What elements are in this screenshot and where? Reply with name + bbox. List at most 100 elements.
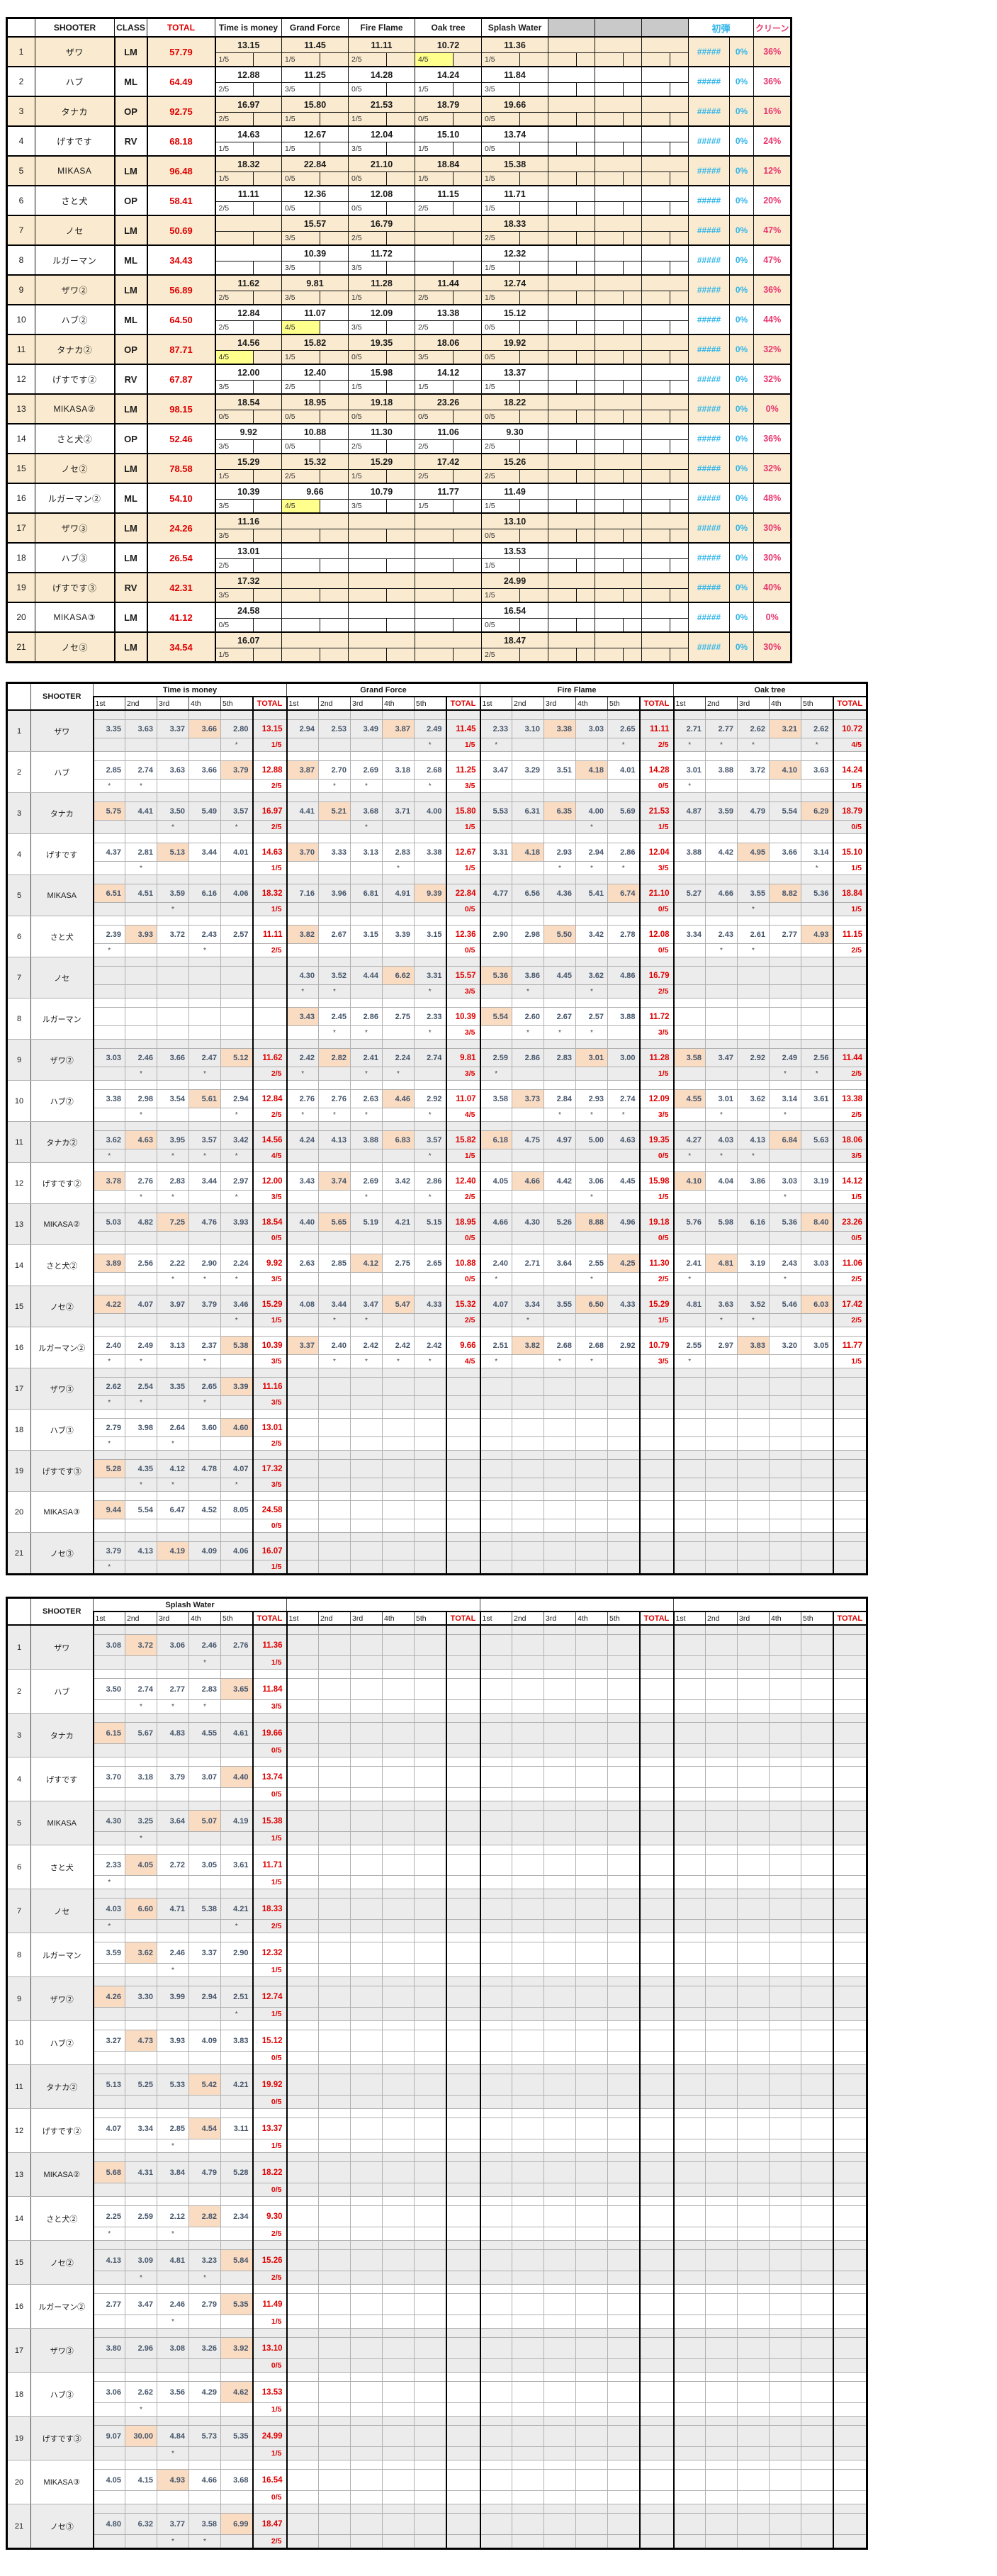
unused-score-cell	[548, 602, 595, 619]
first-shot-star-cell	[414, 1963, 446, 1977]
stage-total-cell	[445, 1898, 481, 1920]
shot-time-cell	[769, 2513, 801, 2535]
unused-frac-cell	[595, 648, 624, 663]
first-shot-star-cell	[318, 1743, 351, 1757]
first-shot-star-cell	[92, 1190, 125, 1204]
spacer-cell	[737, 1801, 770, 1811]
shot-time-cell	[414, 2030, 446, 2052]
spacer-cell	[188, 874, 221, 884]
spacer-cell	[318, 998, 351, 1008]
spacer-cell	[512, 874, 544, 884]
stage-frac-cell: 1/5	[445, 738, 481, 752]
first-shot-star-cell	[769, 2446, 801, 2460]
spacer-cell	[737, 2372, 770, 2382]
shot-time-cell: 2.68	[414, 760, 446, 780]
shot-time-cell	[543, 2469, 576, 2491]
stage-total-cell	[832, 2249, 868, 2271]
spacer-cell	[220, 1757, 253, 1767]
detail-row-9: 9 ザワ②	[6, 1976, 868, 2021]
stage-score-cell: 19.92	[481, 334, 548, 351]
score-sheet: SHOOTER CLASS TOTAL Time is money Grand Forc…	[6, 17, 868, 2571]
shot-time-cell: 4.26	[92, 1986, 125, 2008]
spacer-cell	[543, 2504, 576, 2514]
first-shot-star-cell	[705, 2227, 738, 2241]
spacer-cell	[125, 1669, 157, 1679]
row-number: 7	[6, 215, 35, 246]
first-shot-pct-cell: 0%	[729, 244, 754, 276]
spacer-cell	[220, 2504, 253, 2514]
unused-frac-spare-cell	[670, 82, 689, 97]
spacer-cell	[479, 1162, 512, 1172]
spacer-cell	[252, 1327, 288, 1337]
stage-total-cell: 14.56	[252, 1130, 288, 1149]
shot-time-cell	[479, 1810, 512, 1832]
shot-time-cell	[575, 1459, 608, 1478]
shot-time-cell	[575, 2030, 608, 2052]
first-shot-star-cell	[92, 1743, 125, 1757]
unused-frac-cell	[595, 618, 624, 633]
spacer-cell	[252, 1039, 288, 1049]
shot-time-cell: 4.35	[125, 1459, 157, 1478]
stage-frac-spare-cell	[453, 82, 482, 97]
first-shot-star-cell	[672, 2095, 706, 2109]
spacer-cell	[157, 1203, 189, 1213]
first-shot-star-cell	[737, 2227, 770, 2241]
spacer-cell	[672, 916, 706, 926]
shot-time-cell: 3.63	[705, 1295, 738, 1314]
stage-total-cell	[638, 1377, 675, 1396]
first-shot-pct-cell: 0%	[729, 572, 754, 603]
spacer-cell	[543, 957, 576, 967]
spacer-cell	[188, 916, 221, 926]
col-header-stage-2: Grand Force	[281, 18, 349, 38]
first-shot-overflow-cell: #####	[688, 304, 730, 335]
spacer-cell	[638, 2372, 675, 2382]
spacer-cell	[512, 792, 544, 802]
stage-score-cell: 11.84	[481, 66, 548, 83]
shot-time-cell: 3.73	[512, 1089, 544, 1108]
shot-time-cell: 2.82	[188, 2205, 221, 2227]
spacer-cell	[479, 1491, 512, 1501]
first-shot-star-cell	[414, 1395, 446, 1410]
summary-row-1-frac: 1/5 1/5 2/5 4/5 1/5	[7, 52, 792, 67]
spacer-cell	[414, 1933, 446, 1942]
row-number: 3	[6, 1713, 31, 1757]
unused-frac-cell	[595, 142, 624, 157]
spacer-cell	[575, 1244, 608, 1254]
spacer-cell	[252, 2504, 288, 2514]
clean-pct-cell: 32%	[753, 334, 792, 365]
spacer-cell	[672, 1933, 706, 1942]
unused-frac-spare-cell	[623, 142, 642, 157]
first-shot-star-cell	[543, 1699, 576, 1714]
stage-frac-spare-cell	[386, 558, 415, 573]
summary-row-19-frac: 3/5 1/5	[7, 588, 792, 603]
first-shot-star-cell	[512, 2446, 544, 2460]
shot-time-cell: 3.14	[769, 1089, 801, 1108]
first-shot-star-cell	[350, 2007, 383, 2021]
spacer-cell	[414, 2152, 446, 2162]
first-shot-star-cell: *	[220, 1919, 253, 1933]
spacer-cell	[188, 1713, 221, 1723]
spacer-cell	[286, 1532, 319, 1542]
grand-total-cell: 56.89	[147, 274, 216, 305]
spacer-cell	[479, 2328, 512, 2338]
first-shot-star-cell	[479, 984, 512, 999]
spacer-cell	[220, 2064, 253, 2074]
spacer-cell	[157, 1669, 189, 1679]
first-shot-star-cell	[318, 2271, 351, 2285]
row-number: 2	[6, 66, 35, 97]
stage-frac-spare-cell	[519, 261, 548, 276]
spacer-cell	[92, 1889, 125, 1899]
shot-time-cell: 2.51	[220, 1986, 253, 2008]
spacer-cell	[318, 2416, 351, 2426]
shot-time-cell: 3.59	[157, 884, 189, 903]
stage-total-cell: 15.26	[252, 2249, 288, 2271]
stage-frac-cell	[832, 1963, 868, 1977]
spacer-cell	[607, 2240, 640, 2250]
spacer-cell	[638, 1491, 675, 1501]
spacer-cell	[769, 874, 801, 884]
first-shot-star-cell	[672, 943, 706, 957]
shot-time-cell: 4.01	[607, 760, 640, 780]
shot-time-cell: 6.81	[350, 884, 383, 903]
row-number: 5	[6, 155, 35, 186]
stage-frac-cell: 2/5	[281, 469, 320, 484]
